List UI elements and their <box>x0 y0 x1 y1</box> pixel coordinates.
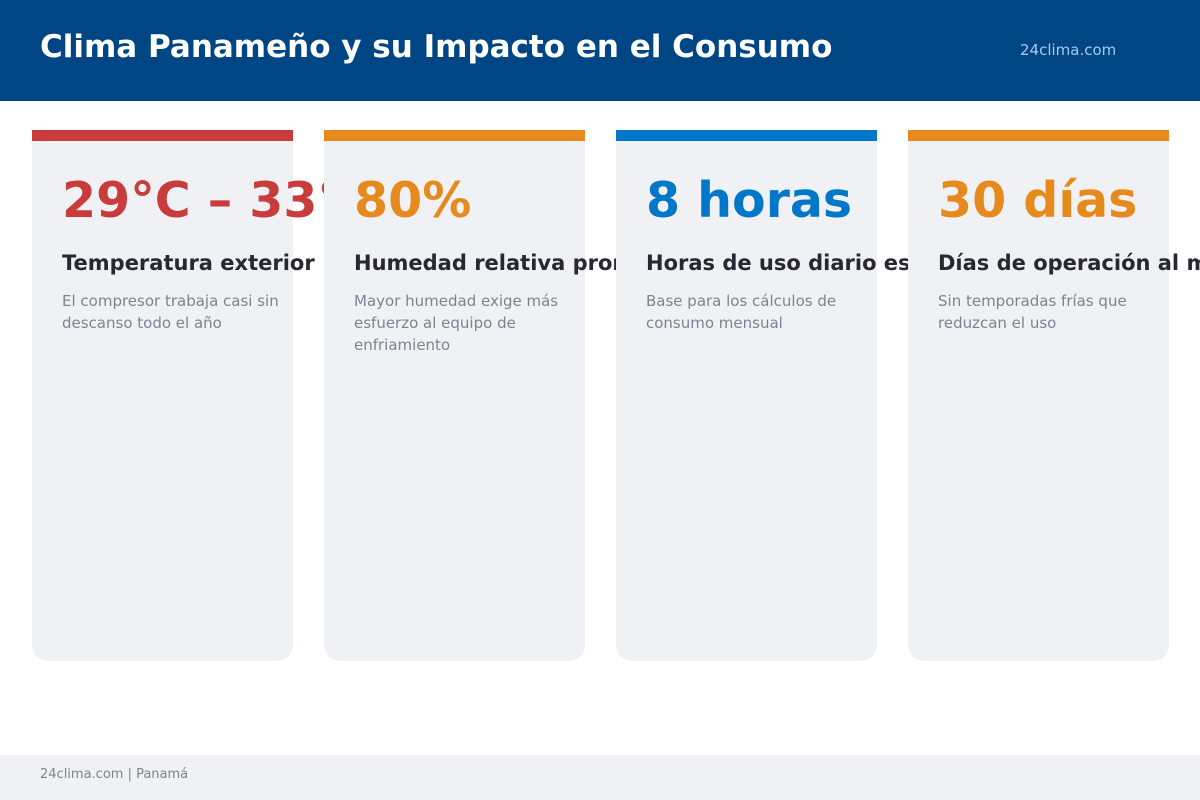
stat-description: El compresor trabaja casi sin descanso t… <box>62 292 279 332</box>
footer-text: 24clima.com | Panamá <box>40 767 189 782</box>
stat-card-hours: 8 horas Horas de uso diario estimadas Ba… <box>616 130 1006 661</box>
card-accent-bar <box>324 130 585 141</box>
stat-heading: Temperatura exterior <box>62 251 315 275</box>
stat-value: 80% <box>354 172 472 229</box>
page-title: Clima Panameño y su Impacto en el Consum… <box>40 29 833 65</box>
stat-value: 30 días <box>938 172 1138 229</box>
brand-link[interactable]: 24clima.com <box>1020 41 1117 59</box>
stat-description: Base para los cálculos de consumo mensua… <box>646 292 837 332</box>
card-accent-bar <box>908 130 1169 141</box>
stat-cards: 29°C – 33°C Temperatura exterior El comp… <box>32 130 1200 661</box>
stat-card-days: 30 días Días de operación al mes Sin tem… <box>908 130 1200 661</box>
stat-value: 8 horas <box>646 172 853 229</box>
stat-heading: Días de operación al mes <box>938 251 1200 275</box>
card-accent-bar <box>32 130 293 141</box>
card-accent-bar <box>616 130 877 141</box>
header: Clima Panameño y su Impacto en el Consum… <box>0 0 1200 101</box>
stat-card-humidity: 80% Humedad relativa promedio Mayor hume… <box>324 130 685 661</box>
stat-description: Mayor humedad exige más esfuerzo al equi… <box>354 292 559 354</box>
stat-description: Sin temporadas frías que reduzcan el uso <box>938 292 1127 332</box>
footer: 24clima.com | Panamá <box>0 755 1200 800</box>
stat-card-temperature: 29°C – 33°C Temperatura exterior El comp… <box>32 130 378 661</box>
